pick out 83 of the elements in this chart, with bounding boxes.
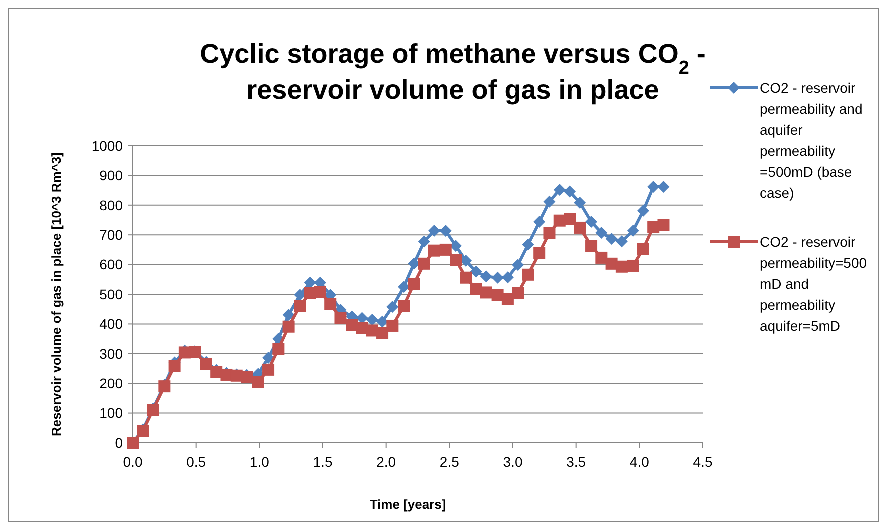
point xyxy=(492,272,504,284)
x-tick-label: 0.0 xyxy=(123,454,143,470)
point xyxy=(658,180,670,193)
point xyxy=(637,243,650,256)
point xyxy=(304,276,316,289)
point xyxy=(282,308,295,321)
point xyxy=(544,227,556,240)
point xyxy=(596,227,608,240)
y-tick-label: 600 xyxy=(100,256,124,273)
point xyxy=(470,266,482,278)
point xyxy=(502,272,514,284)
y-tick-label: 1000 xyxy=(92,138,124,154)
point xyxy=(627,224,640,237)
point xyxy=(522,268,534,281)
point xyxy=(606,232,618,245)
point xyxy=(586,216,598,228)
point xyxy=(262,364,275,376)
point xyxy=(658,219,670,231)
point xyxy=(346,319,358,332)
point xyxy=(637,205,650,218)
x-tick-label: 1.5 xyxy=(313,454,333,470)
x-tick-label: 0.5 xyxy=(186,454,206,470)
x-tick-label: 3.0 xyxy=(503,454,523,470)
point xyxy=(386,320,399,332)
point xyxy=(574,222,586,234)
x-tick-label: 3.5 xyxy=(566,454,586,470)
point xyxy=(428,244,440,257)
legend-label: CO2 - reservoir permeability=500mD and permeability aquifer=5mD xyxy=(760,234,868,334)
point xyxy=(440,244,452,256)
x-tick-label: 4.0 xyxy=(630,454,650,470)
x-tick-label: 4.5 xyxy=(693,454,713,470)
point xyxy=(252,376,264,388)
point xyxy=(428,224,440,237)
y-tick-label: 900 xyxy=(100,168,124,184)
point xyxy=(460,272,472,284)
point xyxy=(564,213,576,226)
point xyxy=(564,186,576,198)
point xyxy=(450,240,462,252)
point xyxy=(450,254,462,266)
point xyxy=(398,300,410,312)
point xyxy=(366,314,378,326)
y-tick-label: 500 xyxy=(100,286,124,302)
x-tick-label: 2.0 xyxy=(376,454,396,470)
point xyxy=(554,184,566,196)
y-tick-label: 100 xyxy=(100,405,124,422)
point xyxy=(376,327,389,340)
x-axis-title: Time [years] xyxy=(370,497,446,512)
point xyxy=(512,259,524,272)
point xyxy=(282,320,295,333)
point xyxy=(596,252,608,264)
point xyxy=(334,312,347,324)
point xyxy=(586,240,598,252)
y-tick-label: 300 xyxy=(100,346,124,362)
point xyxy=(408,278,420,290)
point xyxy=(272,343,285,356)
point xyxy=(534,247,546,260)
point xyxy=(294,300,306,312)
point xyxy=(534,216,546,228)
legend-label: CO2 - reservoir permeability and aquifer permeability =500mD (base case) xyxy=(760,80,863,201)
point xyxy=(627,260,640,272)
x-tick-label: 1.0 xyxy=(250,454,270,470)
point xyxy=(386,300,399,313)
point xyxy=(544,196,556,208)
point xyxy=(522,238,534,251)
point xyxy=(574,197,586,210)
point xyxy=(262,352,275,364)
chart-title: Cyclic storage of methane versus CO$_{2}$ - reservoir volume of gas in place xyxy=(200,39,706,105)
point xyxy=(512,287,524,300)
point xyxy=(418,258,430,270)
y-tick-label: 400 xyxy=(100,316,124,332)
y-tick-label: 700 xyxy=(100,227,124,243)
y-tick-label: 800 xyxy=(100,197,124,214)
point xyxy=(502,293,514,306)
y-axis-title: Reservoir volume of gas in place [10^3 Rm^3] xyxy=(49,152,64,436)
point xyxy=(418,236,430,248)
point xyxy=(480,270,492,283)
point xyxy=(314,286,326,298)
x-tick-label: 2.5 xyxy=(440,454,460,470)
y-tick-label: 200 xyxy=(100,376,124,392)
point xyxy=(616,236,628,248)
point xyxy=(324,298,337,310)
y-tick-label: 0 xyxy=(115,434,124,451)
point xyxy=(168,360,181,372)
